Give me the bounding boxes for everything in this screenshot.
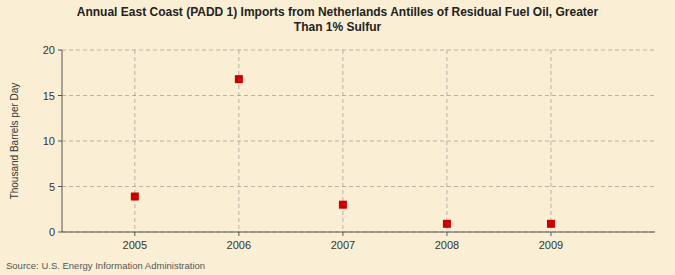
chart-container: Annual East Coast (PADD 1) Imports from … xyxy=(0,0,675,275)
x-tick-label: 2007 xyxy=(331,239,355,251)
y-tick xyxy=(58,232,62,233)
background xyxy=(0,0,675,275)
grid xyxy=(62,50,655,232)
x-grid-line xyxy=(446,50,447,232)
point xyxy=(547,220,555,228)
x-tick-label: 2006 xyxy=(227,239,251,251)
points xyxy=(131,75,555,228)
y-tick xyxy=(58,141,62,142)
y-axis-label: Thousand Barrels per Day xyxy=(9,83,20,200)
y-grid-line xyxy=(62,95,655,96)
x-grid-line xyxy=(134,50,135,232)
y-grid-line xyxy=(62,141,655,142)
y-tick xyxy=(58,50,62,51)
title: Annual East Coast (PADD 1) Imports from … xyxy=(77,5,599,34)
y-tick-label: 15 xyxy=(43,90,55,102)
source-annotation: Source: U.S. Energy Information Administ… xyxy=(6,260,205,271)
y-axis xyxy=(62,50,63,232)
y-tick xyxy=(58,95,62,96)
point xyxy=(131,193,139,201)
x-tick xyxy=(342,232,343,236)
x-tick xyxy=(238,232,239,236)
x-axis xyxy=(62,232,655,233)
x-tick-label: 2009 xyxy=(539,239,563,251)
y-tick-label: 0 xyxy=(49,226,55,238)
point xyxy=(235,75,243,83)
chart: Annual East Coast (PADD 1) Imports from … xyxy=(0,0,675,275)
point xyxy=(339,201,347,209)
y-tick xyxy=(58,186,62,187)
y-tick-label: 5 xyxy=(49,181,55,193)
x-grid-line xyxy=(550,50,551,232)
y-tick-label: 20 xyxy=(43,44,55,56)
x-tick xyxy=(446,232,447,236)
y-grid-line xyxy=(62,50,655,51)
y-grid-line xyxy=(62,232,655,233)
x-tick-label: 2005 xyxy=(123,239,147,251)
point xyxy=(443,220,451,228)
x-tick-label: 2008 xyxy=(435,239,459,251)
x-tick xyxy=(550,232,551,236)
x-tick xyxy=(134,232,135,236)
y-grid-line xyxy=(62,186,655,187)
y-tick-label: 10 xyxy=(43,135,55,147)
